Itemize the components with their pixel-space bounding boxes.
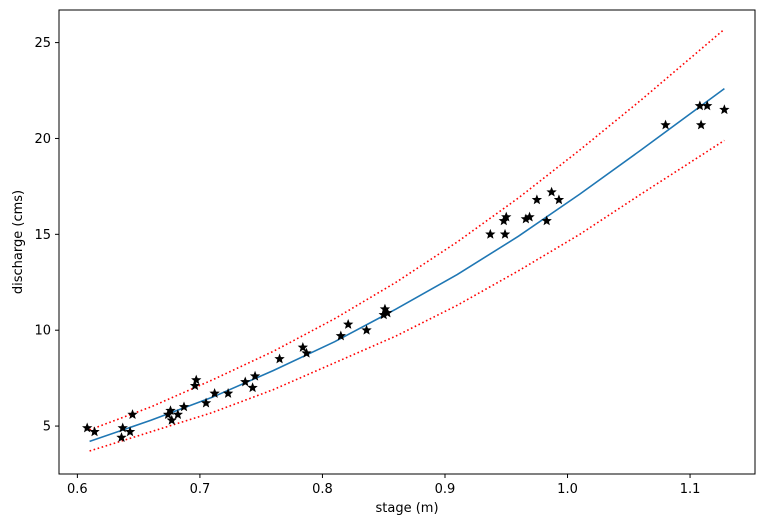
- y-axis-ticks: 5 10 15 20 25: [34, 36, 59, 435]
- y-tick-label: 25: [34, 36, 51, 51]
- observation-point: [89, 426, 100, 437]
- x-tick-label: 0.8: [312, 482, 333, 497]
- observation-point: [501, 211, 512, 222]
- x-axis-label: stage (m): [375, 501, 438, 516]
- observation-point: [719, 104, 730, 115]
- observation-point: [361, 324, 372, 335]
- observation-point: [249, 370, 261, 381]
- observation-point: [127, 409, 138, 419]
- plot-area: [82, 28, 730, 452]
- observation-point: [166, 414, 177, 425]
- observation-point: [382, 307, 393, 318]
- y-tick-label: 10: [34, 324, 51, 339]
- x-tick-label: 0.9: [435, 482, 456, 497]
- observation-point: [178, 401, 190, 412]
- observation-point: [531, 194, 543, 205]
- fitted-curve-layer: [89, 87, 725, 443]
- y-tick-label: 15: [34, 228, 51, 243]
- observation-point: [335, 330, 346, 341]
- x-tick-label: 0.6: [67, 482, 88, 497]
- observation-point: [343, 319, 354, 329]
- observation-point: [222, 388, 234, 398]
- observation-point: [541, 215, 552, 226]
- observation-point: [546, 186, 557, 197]
- x-tick-label: 1.1: [680, 482, 701, 497]
- observation-point: [702, 100, 713, 111]
- y-tick-label: 20: [34, 132, 51, 147]
- observation-point: [240, 376, 251, 387]
- observation-point: [695, 119, 707, 130]
- observation-point: [553, 194, 565, 205]
- x-tick-label: 0.7: [190, 482, 211, 497]
- y-tick-label: 5: [43, 420, 51, 435]
- observation-point: [524, 211, 535, 222]
- observation-point: [165, 405, 176, 416]
- observation-point: [116, 432, 127, 442]
- observation-point: [485, 228, 496, 239]
- observation-point: [301, 347, 312, 358]
- observation-point: [209, 388, 220, 398]
- observation-point: [189, 380, 201, 391]
- observation-point: [200, 397, 212, 408]
- y-axis-label: discharge (cms): [11, 190, 26, 294]
- observation-point: [297, 342, 308, 352]
- plot-frame: [58, 9, 756, 475]
- observation-point: [274, 353, 285, 364]
- x-axis-ticks: 0.6 0.7 0.8 0.9 1.0 1.1: [67, 474, 700, 497]
- upper-bound-line: [89, 28, 725, 431]
- observation-point: [117, 422, 128, 433]
- fitted-curve-line: [89, 87, 725, 443]
- prediction-bounds: [89, 28, 725, 452]
- observation-point: [82, 422, 93, 433]
- x-tick-label: 1.0: [557, 482, 578, 497]
- observation-point: [172, 409, 184, 419]
- lower-bound-line: [89, 139, 725, 452]
- observation-point: [124, 426, 136, 437]
- observation-point: [191, 374, 202, 385]
- observation-point: [247, 382, 258, 393]
- observation-point: [499, 228, 511, 239]
- observation-points: [82, 100, 730, 442]
- observation-point: [660, 119, 671, 130]
